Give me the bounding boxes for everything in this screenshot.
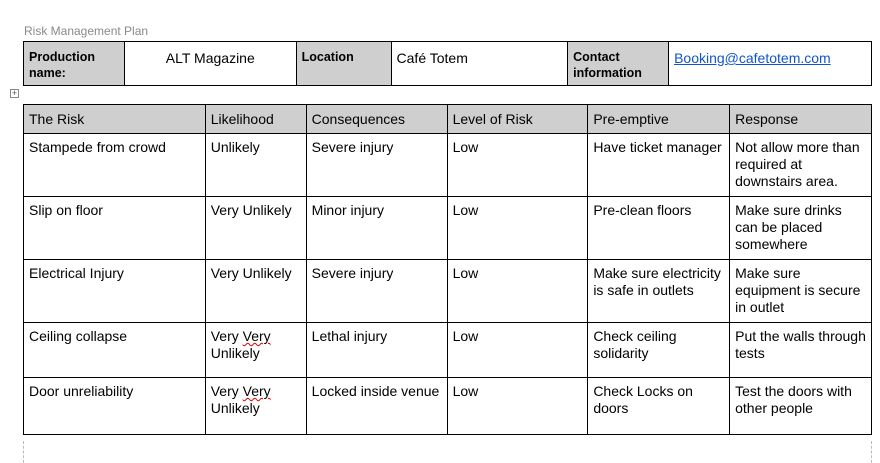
header-the-risk: The Risk (23, 104, 206, 134)
risk-table-header-row: The Risk Likelihood Consequences Level o… (23, 104, 872, 134)
table-row: Stampede from crowd Unlikely Severe inju… (23, 133, 872, 197)
header-likelihood: Likelihood (204, 104, 307, 134)
consequences-cell[interactable]: Locked inside venue (305, 377, 448, 435)
likelihood-cell[interactable]: Very Unlikely (204, 196, 307, 260)
risk-table: The Risk Likelihood Consequences Level o… (23, 104, 872, 435)
location-value[interactable]: Café Totem (390, 41, 569, 86)
page-boundary-right (871, 441, 872, 463)
consequences-cell[interactable]: Lethal injury (305, 322, 448, 378)
likelihood-cell[interactable]: Very Very Unlikely (204, 377, 307, 435)
spellcheck-underline: Very (242, 328, 271, 344)
move-handle-icon[interactable]: + (10, 88, 19, 98)
likelihood-cell[interactable]: Very Very Unlikely (204, 322, 307, 378)
header-level-of-risk: Level of Risk (446, 104, 589, 134)
contact-value[interactable]: Booking@cafetotem.com (668, 41, 872, 86)
level-cell[interactable]: Low (446, 196, 589, 260)
pre-emptive-cell[interactable]: Pre-clean floors (587, 196, 731, 260)
pre-emptive-cell[interactable]: Have ticket manager (587, 133, 731, 197)
consequences-cell[interactable]: Severe injury (305, 259, 448, 323)
level-cell[interactable]: Low (446, 322, 589, 378)
header-pre-emptive: Pre-emptive (587, 104, 731, 134)
location-label: Location (295, 41, 392, 86)
consequences-cell[interactable]: Minor injury (305, 196, 448, 260)
table-row: Door unreliability Very Very Unlikely Lo… (23, 377, 872, 435)
likelihood-cell[interactable]: Very Unlikely (204, 259, 307, 323)
risk-cell[interactable]: Electrical Injury (23, 259, 206, 323)
consequences-cell[interactable]: Severe injury (305, 133, 448, 197)
header-response: Response (729, 104, 872, 134)
risk-cell[interactable]: Door unreliability (23, 377, 206, 435)
response-cell[interactable]: Not allow more than required at downstai… (729, 133, 872, 197)
risk-cell[interactable]: Stampede from crowd (23, 133, 206, 197)
level-cell[interactable]: Low (446, 133, 589, 197)
table-row: Electrical Injury Very Unlikely Severe i… (23, 259, 872, 323)
document-header: Risk Management Plan (24, 24, 149, 38)
page-boundary-left (23, 441, 24, 463)
production-name-label: Production name: (23, 41, 125, 86)
spellcheck-underline: Very (242, 383, 271, 399)
pre-emptive-cell[interactable]: Check ceiling solidarity (587, 322, 731, 378)
pre-emptive-cell[interactable]: Check Locks on doors (587, 377, 731, 435)
production-info-row: Production name: ALT Magazine Location C… (23, 41, 872, 86)
level-cell[interactable]: Low (446, 377, 589, 435)
production-info-table: Production name: ALT Magazine Location C… (23, 41, 872, 86)
response-cell[interactable]: Put the walls through tests (729, 322, 872, 378)
response-cell[interactable]: Make sure equipment is secure in outlet (729, 259, 872, 323)
pre-emptive-cell[interactable]: Make sure electricity is safe in outlets (587, 259, 731, 323)
risk-cell[interactable]: Ceiling collapse (23, 322, 206, 378)
contact-email-link[interactable]: Booking@cafetotem.com (674, 50, 831, 66)
level-cell[interactable]: Low (446, 259, 589, 323)
response-cell[interactable]: Make sure drinks can be placed somewhere (729, 196, 872, 260)
production-name-value[interactable]: ALT Magazine (123, 41, 297, 86)
contact-label: Contact information (567, 41, 670, 86)
risk-cell[interactable]: Slip on floor (23, 196, 206, 260)
table-row: Slip on floor Very Unlikely Minor injury… (23, 196, 872, 260)
likelihood-cell[interactable]: Unlikely (204, 133, 307, 197)
table-row: Ceiling collapse Very Very Unlikely Leth… (23, 322, 872, 378)
response-cell[interactable]: Test the doors with other people (729, 377, 872, 435)
header-consequences: Consequences (305, 104, 448, 134)
